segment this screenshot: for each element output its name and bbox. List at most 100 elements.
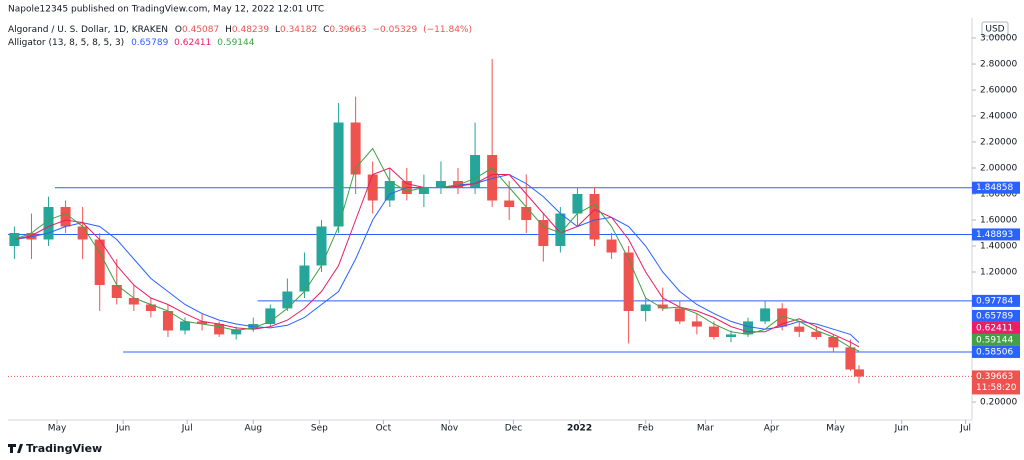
candle-body	[760, 308, 771, 322]
candle-body	[299, 265, 310, 292]
price-badge	[972, 309, 1020, 322]
symbol-line: Algorand / U. S. Dollar, 1D, KRAKEN O0.4…	[8, 25, 472, 35]
candle-body	[94, 239, 105, 286]
x-tick-label: Jun	[894, 424, 909, 434]
ohlc-letter: L	[275, 25, 280, 35]
candle-body	[708, 326, 719, 338]
ohlc-value: 0.45087	[182, 25, 219, 35]
countdown: 11:58:20	[976, 383, 1017, 393]
y-tick-label: 2.20000	[980, 138, 1017, 148]
candle-body	[606, 239, 617, 253]
candle-body	[265, 308, 276, 325]
candle-body	[623, 252, 634, 312]
y-tick-label: 0.20000	[980, 397, 1017, 407]
candle-body	[640, 304, 651, 312]
candle-body	[828, 337, 839, 348]
indicator-line: Alligator (13, 8, 5, 8, 5, 3) 0.65789 0.…	[8, 38, 255, 48]
candle-body	[538, 220, 549, 247]
candle-body	[487, 155, 498, 201]
candle-body	[504, 200, 515, 208]
x-tick-label: Feb	[638, 424, 654, 434]
x-tick-label: May	[826, 424, 845, 434]
candle-body	[77, 226, 88, 240]
x-tick-label: Sep	[311, 424, 328, 434]
plot-area	[8, 58, 972, 384]
brand-logo: TradingView	[8, 442, 102, 455]
candle-body	[9, 233, 20, 247]
price-badge	[972, 321, 1020, 334]
x-tick-label: Apr	[764, 424, 780, 434]
brand: TradingView	[26, 442, 102, 455]
currency: USD	[985, 25, 1004, 35]
ohlc-letter: O	[175, 25, 182, 35]
candle-body	[743, 321, 754, 335]
candle-body	[657, 304, 668, 309]
candle-body	[794, 326, 805, 332]
candle-body	[26, 233, 37, 240]
candle-body	[726, 334, 736, 338]
candle-body	[197, 321, 208, 325]
candle-body	[128, 298, 139, 305]
publisher: Napole12345 published on TradingView.com…	[8, 5, 324, 15]
price-badge-label: 1.84858	[976, 183, 1013, 193]
price-badge-label: 0.65789	[976, 311, 1013, 321]
x-tick-label: 2022	[567, 424, 592, 434]
candle-body	[316, 226, 327, 266]
symbol-title: Algorand / U. S. Dollar, 1D, KRAKEN	[8, 25, 168, 35]
x-tick-label: Aug	[244, 424, 262, 434]
price-badge-label: 0.58506	[976, 347, 1013, 357]
x-tick-label: Mar	[697, 424, 714, 434]
alligator-line	[14, 167, 860, 348]
lips-value: 0.59144	[217, 38, 254, 48]
x-tick-label: Oct	[376, 424, 392, 434]
candle-body	[43, 207, 54, 240]
candle-body	[811, 331, 822, 338]
candle-body	[435, 181, 446, 188]
price-badge	[972, 333, 1020, 346]
y-tick-label: 2.80000	[980, 60, 1017, 70]
candle-body	[282, 291, 293, 309]
last-price-label: 0.39663	[976, 372, 1013, 382]
last-price-badge	[972, 370, 1020, 395]
candle-body	[521, 207, 532, 221]
ohlc-letter: H	[225, 25, 232, 35]
teeth-value: 0.62411	[174, 38, 211, 48]
x-tick-label: Jun	[115, 424, 130, 434]
candle-body	[453, 181, 464, 188]
y-tick-label: 2.40000	[980, 112, 1017, 122]
price-badge-label: 1.48893	[976, 230, 1013, 240]
y-tick-label: 3.00000	[980, 34, 1017, 44]
candle-body	[333, 122, 344, 227]
price-badge-label: 0.59144	[976, 335, 1013, 345]
price-badge-label: 0.62411	[976, 323, 1013, 333]
change: −0.05329	[372, 25, 417, 35]
candle-body	[555, 213, 566, 247]
alligator-line	[14, 147, 860, 352]
y-tick-label: 2.00000	[980, 164, 1017, 174]
indicator-label: Alligator (13, 8, 5, 8, 5, 3)	[8, 38, 124, 48]
candle-body	[60, 207, 71, 227]
price-badge	[972, 345, 1020, 358]
x-tick-label: May	[48, 424, 67, 434]
y-tick-label: 2.60000	[980, 86, 1017, 96]
price-badge-label: 0.97784	[976, 296, 1013, 306]
jaw-value: 0.65789	[131, 38, 168, 48]
candle-body	[845, 347, 856, 370]
price-badge	[972, 228, 1020, 241]
x-tick-label: Dec	[505, 424, 522, 434]
candle-body	[231, 329, 242, 335]
candle-body	[470, 155, 481, 188]
candle-body	[777, 308, 788, 327]
candle-body	[674, 308, 685, 322]
candle-body	[691, 321, 702, 327]
ohlc-value: 0.34182	[280, 25, 317, 35]
alligator-line	[14, 173, 860, 343]
candle-body	[572, 194, 583, 214]
candle-body	[367, 174, 378, 201]
price-badge	[972, 181, 1020, 194]
x-tick-label: Jul	[959, 424, 971, 434]
x-tick-label: Nov	[441, 424, 459, 434]
x-tick-label: Jul	[181, 424, 193, 434]
